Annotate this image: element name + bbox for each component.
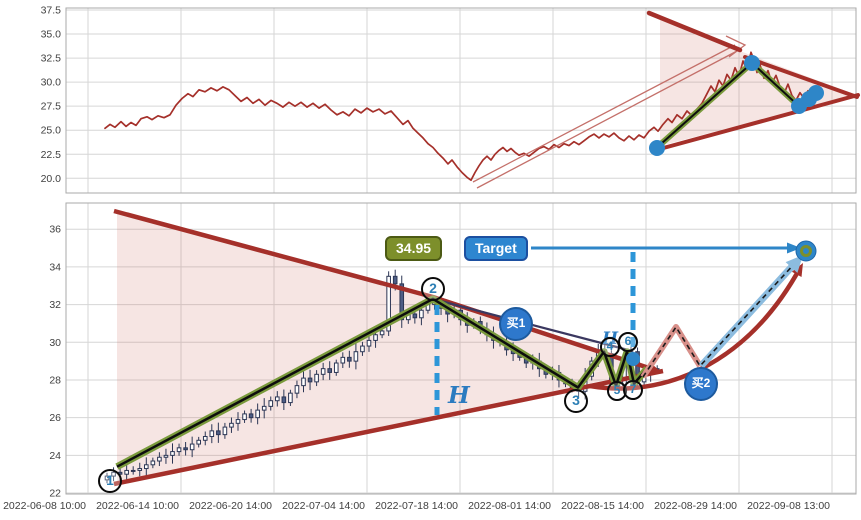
svg-text:2022-08-01 14:00: 2022-08-01 14:00: [468, 500, 551, 512]
pivot-marker-3: 3: [564, 389, 588, 413]
svg-text:24: 24: [49, 450, 61, 462]
svg-text:37.5: 37.5: [41, 5, 62, 17]
svg-text:2022-08-29 14:00: 2022-08-29 14:00: [654, 500, 737, 512]
pivot-marker-7: 7: [623, 380, 643, 400]
buy2-marker: 买2: [684, 367, 718, 401]
svg-text:32: 32: [49, 299, 61, 311]
svg-text:36: 36: [49, 224, 61, 236]
buy1-marker: 买1: [499, 307, 533, 341]
svg-text:2022-08-15 14:00: 2022-08-15 14:00: [561, 500, 644, 512]
measured-move-price-label: 34.95: [385, 236, 443, 261]
pivot-marker-2: 2: [421, 277, 445, 301]
svg-text:2022-09-08 13:00: 2022-09-08 13:00: [747, 500, 830, 512]
svg-text:2022-06-08 10:00: 2022-06-08 10:00: [3, 500, 86, 512]
svg-text:26: 26: [49, 412, 61, 424]
svg-text:27.5: 27.5: [41, 101, 62, 113]
svg-text:25.0: 25.0: [41, 125, 62, 137]
pivot-marker-4: 4: [600, 337, 620, 357]
svg-text:22.5: 22.5: [41, 149, 62, 161]
svg-text:35.0: 35.0: [41, 29, 62, 41]
target-label: Target: [464, 236, 528, 261]
svg-text:30: 30: [49, 337, 61, 349]
svg-text:30.0: 30.0: [41, 77, 62, 89]
height-h-label: H: [448, 382, 470, 409]
svg-text:34: 34: [49, 261, 61, 273]
svg-text:22: 22: [49, 488, 61, 500]
pivot-marker-1: 1: [98, 469, 122, 493]
svg-text:28: 28: [49, 374, 61, 386]
pivot-marker-6: 6: [618, 332, 638, 352]
svg-text:2022-07-18 14:00: 2022-07-18 14:00: [375, 500, 458, 512]
svg-text:2022-07-04 14:00: 2022-07-04 14:00: [282, 500, 365, 512]
svg-text:2022-06-14 10:00: 2022-06-14 10:00: [96, 500, 179, 512]
svg-text:32.5: 32.5: [41, 53, 62, 65]
svg-text:2022-06-20 14:00: 2022-06-20 14:00: [189, 500, 272, 512]
svg-text:20.0: 20.0: [41, 173, 62, 185]
